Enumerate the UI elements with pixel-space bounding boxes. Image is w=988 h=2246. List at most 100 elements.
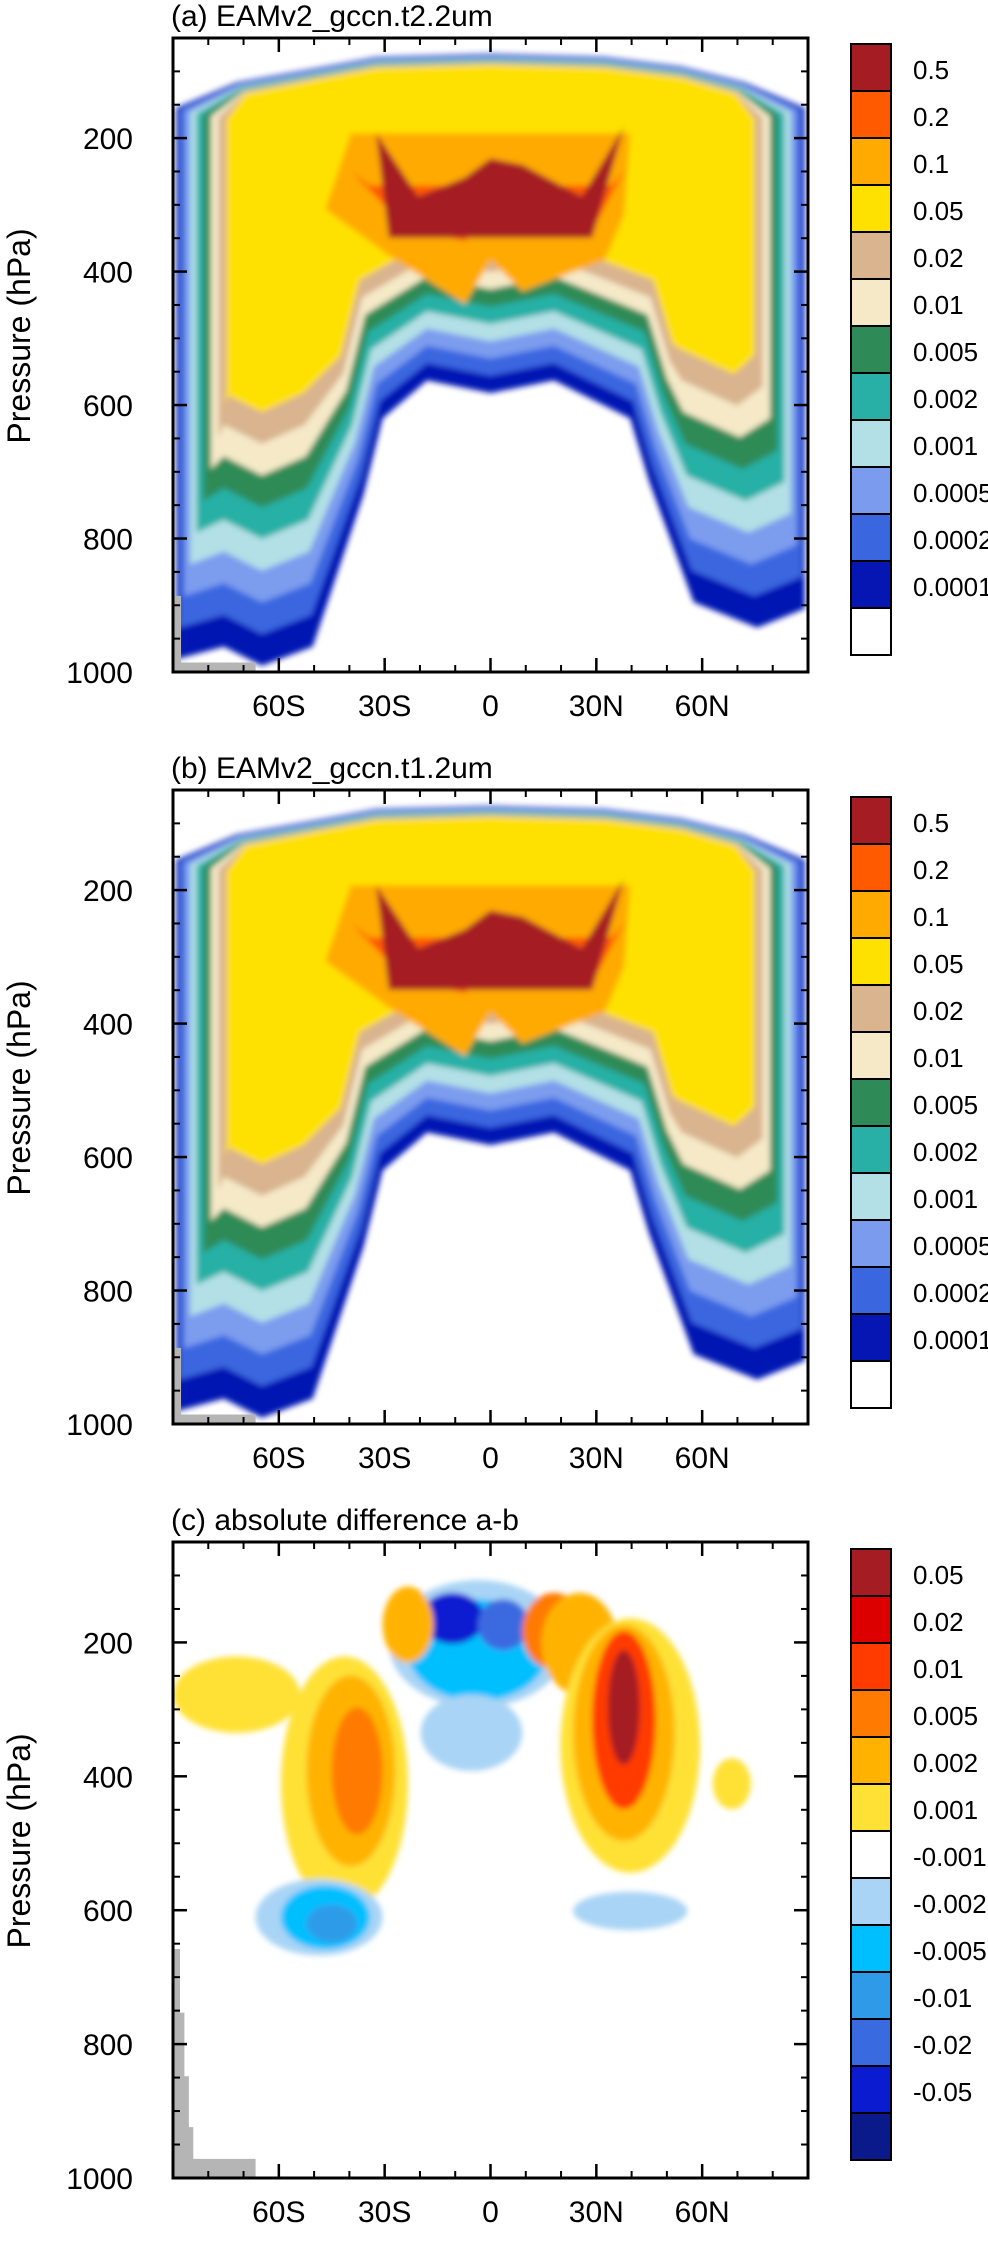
colorbar-label: -0.01 — [913, 1983, 972, 2013]
x-tick-label: 60N — [675, 1442, 730, 1475]
colorbar-swatch — [850, 278, 892, 327]
colorbar-label: 0.0005 — [913, 478, 988, 508]
colorbar-swatch — [850, 466, 892, 515]
difference-blob — [607, 1650, 640, 1765]
x-tick-label: 30N — [569, 690, 624, 723]
y-tick-label: 1000 — [66, 2163, 133, 2196]
difference-blob — [306, 1904, 358, 1943]
colorbar-swatch — [850, 890, 892, 939]
y-tick-label: 200 — [83, 1627, 133, 1660]
y-tick-label: 400 — [83, 1761, 133, 1794]
x-tick-label: 0 — [482, 690, 499, 723]
colorbar-swatch — [850, 1924, 892, 1973]
colorbar-swatch — [850, 937, 892, 986]
colorbar-swatch — [850, 2112, 892, 2161]
colorbar-swatch — [850, 560, 892, 609]
colorbar-swatch — [850, 513, 892, 562]
colorbar-swatch — [850, 1125, 892, 1174]
colorbar-label: 0.002 — [913, 384, 978, 414]
colorbar-swatch — [850, 1360, 892, 1409]
colorbar-swatch — [850, 1736, 892, 1785]
contour-level — [376, 878, 624, 990]
difference-blob — [173, 1656, 300, 1733]
colorbar-label: 0.0001 — [913, 572, 988, 602]
colorbar-label: 0.1 — [913, 149, 949, 179]
colorbar: 0.0001 0.0002 0.0005 0.001 0.002 0.005 0.01 0.0… — [850, 796, 988, 1409]
colorbar-swatch — [850, 1219, 892, 1268]
colorbar-swatch — [850, 372, 892, 421]
colorbar-swatch — [850, 843, 892, 892]
colorbar-swatch — [850, 90, 892, 139]
contour-field — [173, 38, 808, 672]
x-tick-label: 60N — [675, 2196, 730, 2229]
x-tick-label: 30N — [569, 1442, 624, 1475]
colorbar-label: 0.005 — [913, 1701, 978, 1731]
y-tick-label: 1000 — [66, 657, 133, 690]
colorbar-label: 0.2 — [913, 102, 949, 132]
colorbar-label: 0.0001 — [913, 1325, 988, 1355]
difference-blob — [573, 1891, 688, 1930]
colorbar-swatch — [850, 984, 892, 1033]
colorbar-label: 0.001 — [913, 1795, 978, 1825]
colorbar-label: 0.001 — [913, 431, 978, 461]
colorbar-swatch — [850, 607, 892, 656]
x-tick-label: 60S — [252, 2196, 305, 2229]
colorbar-label: 0.2 — [913, 855, 949, 885]
colorbar-swatch — [850, 1031, 892, 1080]
axes: (a) EAMv2_gccn.t2.2um Pressure (hPa) 200 40… — [1, 0, 810, 723]
y-tick-label: 800 — [83, 2029, 133, 2062]
panel-title: (a) EAMv2_gccn.t2.2um — [171, 0, 493, 33]
colorbar-label: 0.0002 — [913, 1278, 988, 1308]
y-tick-label: 600 — [83, 390, 133, 423]
panel-title: (b) EAMv2_gccn.t1.2um — [171, 752, 493, 785]
y-axis-label: Pressure (hPa) — [1, 980, 37, 1195]
y-tick-label: 1000 — [66, 1409, 133, 1442]
colorbar-label: 0.01 — [913, 290, 964, 320]
contour-levels — [176, 53, 805, 666]
colorbar-swatch — [850, 2018, 892, 2067]
colorbar-label: 0.0005 — [913, 1231, 988, 1261]
colorbar-swatch — [850, 1266, 892, 1315]
contour-field — [173, 790, 808, 1424]
colorbar-swatch — [850, 2065, 892, 2114]
topography — [173, 1949, 256, 2178]
colorbar-label: 0.02 — [913, 1607, 964, 1637]
axes: (c) absolute difference a-b Pressure (hPa… — [1, 1504, 810, 2229]
colorbar-swatch — [850, 1078, 892, 1127]
y-tick-label: 800 — [83, 524, 133, 557]
x-tick-label: 60S — [252, 1442, 305, 1475]
y-tick-label: 600 — [83, 1895, 133, 1928]
colorbar-swatch — [850, 325, 892, 374]
colorbar-label: 0.5 — [913, 55, 949, 85]
colorbar-swatch — [850, 184, 892, 233]
colorbar-label: 0.002 — [913, 1748, 978, 1778]
difference-blob — [712, 1758, 751, 1810]
colorbar: -0.05 -0.02 -0.01 -0.005 -0.002 -0.001 0.001 0.… — [850, 1548, 987, 2161]
topography — [173, 595, 181, 672]
colorbar-label: 0.05 — [913, 949, 964, 979]
x-tick-label: 30S — [358, 1442, 411, 1475]
difference-blob — [382, 1586, 434, 1663]
x-tick-label: 30S — [358, 690, 411, 723]
colorbar-swatch — [850, 1172, 892, 1221]
x-tick-label: 30S — [358, 2196, 411, 2229]
colorbar-swatch — [850, 1689, 892, 1738]
colorbar-swatch — [850, 1971, 892, 2020]
colorbar-label: -0.001 — [913, 1842, 987, 1872]
topography — [173, 1347, 181, 1424]
colorbar-label: -0.02 — [913, 2030, 972, 2060]
colorbar-label: -0.005 — [913, 1936, 987, 1966]
y-tick-label: 400 — [83, 1009, 133, 1042]
colorbar-swatch — [850, 231, 892, 280]
colorbar: 0.0001 0.0002 0.0005 0.001 0.002 0.005 0.01 0.0… — [850, 43, 988, 656]
colorbar-label: 0.01 — [913, 1654, 964, 1684]
topography — [173, 662, 256, 672]
colorbar-label: 0.1 — [913, 902, 949, 932]
colorbar-label: 0.0002 — [913, 525, 988, 555]
colorbar-label: 0.02 — [913, 243, 964, 273]
colorbar-swatch — [850, 1313, 892, 1362]
axes: (b) EAMv2_gccn.t1.2um Pressure (hPa) 200 40… — [1, 752, 810, 1475]
y-tick-label: 600 — [83, 1142, 133, 1175]
contour-level — [376, 126, 624, 238]
